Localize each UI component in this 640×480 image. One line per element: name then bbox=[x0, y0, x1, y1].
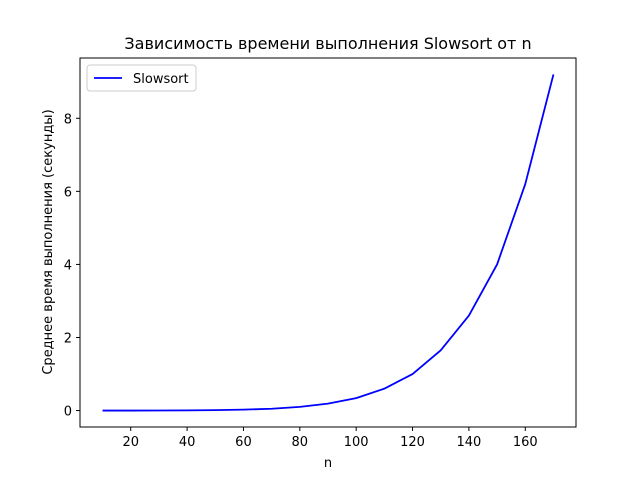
y-tick-label: 4 bbox=[64, 258, 72, 273]
x-tick-label: 20 bbox=[122, 435, 139, 450]
x-tick-label: 60 bbox=[235, 435, 252, 450]
x-tick-label: 40 bbox=[179, 435, 196, 450]
legend: Slowsort bbox=[86, 64, 197, 92]
x-tick-label: 160 bbox=[513, 435, 538, 450]
y-tick-label: 2 bbox=[64, 331, 72, 346]
x-tick-label: 100 bbox=[344, 435, 369, 450]
series-line-slowsort bbox=[102, 74, 555, 412]
legend-label-slowsort: Slowsort bbox=[133, 72, 189, 87]
y-tick-label: 8 bbox=[64, 112, 72, 127]
legend-box bbox=[86, 64, 197, 92]
y-tick-label: 6 bbox=[64, 185, 72, 200]
x-tick-label: 140 bbox=[456, 435, 481, 450]
plot-lines bbox=[102, 74, 555, 412]
x-tick-label: 120 bbox=[400, 435, 425, 450]
y-axis-ticks: 0 2 4 6 8 bbox=[64, 112, 80, 420]
plot-frame bbox=[79, 57, 577, 428]
x-axis-ticks: 20 40 60 80 100 120 140 160 bbox=[122, 427, 538, 450]
y-axis-label: Среднее время выполнения (секунды) bbox=[41, 109, 56, 374]
y-tick-label: 0 bbox=[64, 405, 72, 420]
x-tick-label: 80 bbox=[292, 435, 309, 450]
chart-title: Зависимость времени выполнения Slowsort … bbox=[124, 34, 531, 53]
x-axis-label: n bbox=[324, 456, 332, 471]
